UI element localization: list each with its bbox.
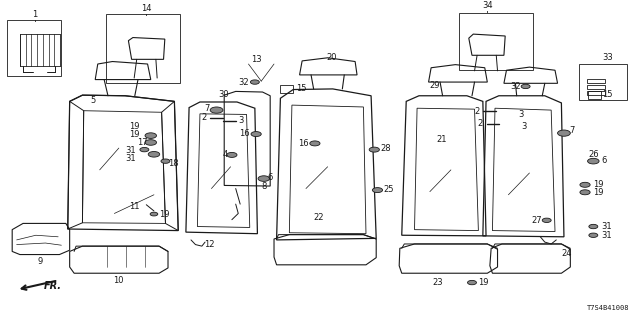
Bar [460,12,532,70]
Text: 22: 22 [314,213,324,222]
Text: 19: 19 [159,210,170,219]
Text: 19: 19 [593,180,604,189]
Text: 21: 21 [436,135,447,144]
Text: 20: 20 [326,53,337,62]
Text: 15: 15 [296,84,306,93]
Text: 29: 29 [429,81,440,90]
Bar [587,92,605,95]
Text: 14: 14 [141,4,152,12]
Text: 7: 7 [205,104,210,113]
Text: 17: 17 [137,138,148,147]
Text: 16: 16 [298,139,308,148]
Text: 3: 3 [521,122,527,132]
Circle shape [542,218,551,222]
Text: 8: 8 [261,181,267,190]
Text: 4: 4 [222,150,227,159]
Text: 31: 31 [601,222,612,231]
Text: 3: 3 [518,110,524,119]
Text: 13: 13 [251,55,262,64]
Text: 31: 31 [601,231,612,240]
Text: 10: 10 [113,276,124,285]
Circle shape [557,130,570,136]
Text: 15: 15 [602,90,612,99]
Text: 5: 5 [90,96,95,105]
Bar [106,14,179,83]
Circle shape [161,159,170,163]
Bar [587,85,605,89]
Text: 19: 19 [129,122,140,131]
Circle shape [372,188,383,193]
Circle shape [589,224,598,229]
Text: 9: 9 [38,257,43,266]
Circle shape [210,107,223,113]
Text: 34: 34 [482,1,493,10]
Circle shape [145,140,157,145]
Text: 19: 19 [129,130,140,139]
Text: 32: 32 [238,77,248,87]
Bar [280,85,293,93]
Text: 23: 23 [432,278,443,287]
Circle shape [145,133,157,139]
Text: 32: 32 [511,82,521,91]
Circle shape [227,152,237,157]
Text: T7S4B41008: T7S4B41008 [588,305,630,311]
Text: 31: 31 [125,154,136,163]
Text: 1: 1 [32,10,37,19]
Text: 25: 25 [384,185,394,194]
Text: 31: 31 [125,146,136,155]
Bar [7,20,61,76]
Bar [587,79,605,83]
Text: 3: 3 [238,116,244,125]
Text: 12: 12 [204,240,214,249]
Circle shape [140,148,149,152]
Circle shape [250,80,259,84]
Text: FR.: FR. [44,281,62,291]
Circle shape [521,84,530,89]
Text: 2: 2 [474,107,479,116]
Text: 19: 19 [478,278,489,287]
Text: 7: 7 [569,126,575,135]
Text: 18: 18 [168,158,179,167]
Text: 27: 27 [532,216,542,225]
Text: 6: 6 [601,156,606,165]
Circle shape [148,151,160,157]
Circle shape [258,176,269,181]
Circle shape [310,141,320,146]
Circle shape [251,132,261,137]
Bar [579,64,627,100]
Circle shape [369,147,380,152]
Circle shape [467,280,476,285]
Text: 19: 19 [593,188,604,197]
Text: 2: 2 [477,119,483,128]
Circle shape [150,212,158,216]
Text: 24: 24 [562,249,572,258]
Text: 30: 30 [219,90,229,99]
Circle shape [580,190,590,195]
Circle shape [589,233,598,237]
Text: 6: 6 [268,173,273,182]
Text: 26: 26 [588,150,599,159]
Circle shape [580,182,590,187]
Circle shape [588,158,599,164]
Text: 16: 16 [239,129,250,138]
Text: 11: 11 [129,202,140,211]
Text: 28: 28 [381,144,391,153]
Text: 2: 2 [201,113,206,122]
Text: 33: 33 [602,52,613,61]
Bar [588,91,601,99]
